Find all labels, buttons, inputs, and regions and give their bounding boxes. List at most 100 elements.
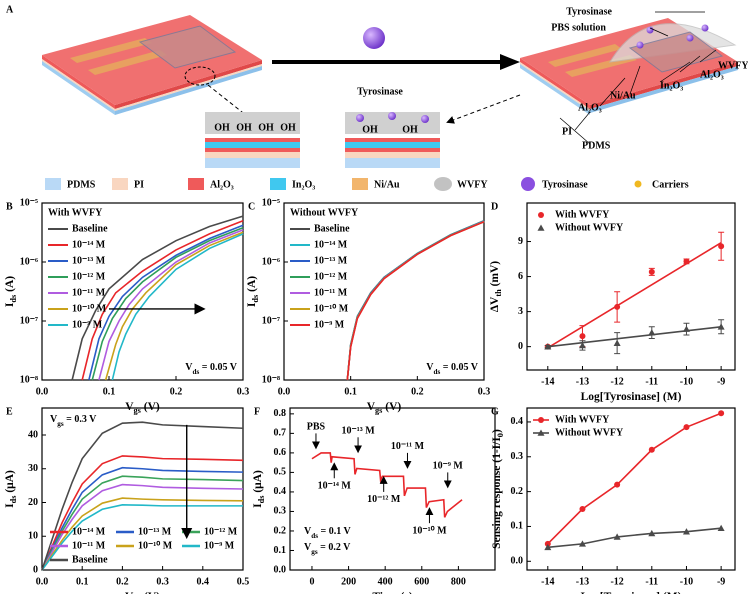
y-tick-label: 30 xyxy=(28,463,38,474)
event-label: 10⁻¹¹ M xyxy=(391,441,425,452)
x-tick-label: -14 xyxy=(541,376,554,387)
inset-layer xyxy=(205,158,300,168)
annotation: Vgs = 0.3 V xyxy=(50,414,97,427)
device-label: WVFY xyxy=(718,60,748,71)
legend-label: 10⁻⁹ M xyxy=(314,319,345,330)
y-axis-label-part: (A) xyxy=(4,276,16,295)
y-axis-label-part: ) xyxy=(491,429,503,433)
series-line xyxy=(98,229,244,381)
y-tick-label: 10⁻⁷ xyxy=(262,315,280,326)
data-point xyxy=(544,343,552,350)
x-tick-label: -11 xyxy=(645,376,658,387)
inset-enzyme xyxy=(421,115,429,123)
legend-swatch xyxy=(634,180,642,188)
y-axis-label-part: I xyxy=(252,503,264,508)
layer xyxy=(42,55,115,109)
series-line xyxy=(41,475,244,571)
annotation-part: V xyxy=(426,362,434,373)
panel-letter: D xyxy=(491,201,498,212)
plot-frame xyxy=(41,202,244,381)
series-line xyxy=(41,421,244,571)
y-tick-label: 0.7 xyxy=(274,428,287,439)
x-axis-label-part: (V) xyxy=(141,591,160,594)
y-tick-label: 0.4 xyxy=(511,416,524,427)
layer xyxy=(42,61,115,115)
data-point xyxy=(614,481,621,488)
annotation: Vds = 0.05 V xyxy=(426,362,479,375)
layer xyxy=(590,62,738,109)
series-line xyxy=(81,220,244,381)
data-point xyxy=(718,243,725,250)
panel-letter: A xyxy=(6,4,14,15)
legend-swatch xyxy=(45,178,61,190)
series-line xyxy=(346,221,485,381)
x-tick-label: 0.1 xyxy=(76,576,89,587)
fit-line xyxy=(547,325,722,348)
data-point xyxy=(579,333,586,340)
legend-label: Carriers xyxy=(652,179,689,190)
fit-line xyxy=(547,242,722,349)
legend-label: 10⁻¹⁴ M xyxy=(72,526,106,537)
y-axis-label-part: Sensing response (1-I/I xyxy=(491,437,503,549)
y-axis-label-part: ds xyxy=(9,294,18,303)
y-tick-label: 0.2 xyxy=(274,525,287,536)
event-label: 10⁻¹⁰ M xyxy=(412,525,447,536)
data-point xyxy=(648,329,656,336)
y-tick-label: 10⁻⁵ xyxy=(20,197,38,208)
x-axis-label: Time (s) xyxy=(372,591,413,594)
series-line xyxy=(88,224,244,381)
legend-label: 10⁻¹² M xyxy=(72,271,106,282)
event-label: 10⁻¹⁴ M xyxy=(318,481,352,492)
x-tick-label: 0.0 xyxy=(36,576,49,587)
layer xyxy=(520,58,590,109)
y-axis-label: ΔVth (mV) xyxy=(489,261,504,312)
y-axis-label: Sensing response (1-I/I0) xyxy=(491,429,506,549)
y-axis-label: Ids (μA) xyxy=(4,470,19,508)
annotation-part: = 0.05 V xyxy=(199,362,238,373)
y-axis-label-part: (μA) xyxy=(252,470,264,496)
y-axis-label: Ids (A) xyxy=(246,276,261,307)
x-tick-label: 0.5 xyxy=(237,576,250,587)
legend-swatch xyxy=(270,178,286,190)
legend-label: 10⁻¹³ M xyxy=(314,255,348,266)
device-label: Tyrosinase xyxy=(566,6,612,17)
panel-letter: C xyxy=(248,201,255,212)
y-tick-label: 40 xyxy=(28,429,38,440)
y-axis-label-part: ΔV xyxy=(489,296,501,312)
y-tick-label: 0.6 xyxy=(274,447,287,458)
inset-wvfy xyxy=(345,112,440,134)
data-point xyxy=(718,410,725,417)
x-axis-label: Log[Tyrosinase] (M) xyxy=(581,391,682,403)
x-axis-label-part: gs xyxy=(375,406,383,415)
legend-label: 10⁻¹¹ M xyxy=(314,287,348,298)
y-tick-label: 10⁻⁷ xyxy=(20,315,38,326)
y-axis-label-part: ds xyxy=(257,495,266,504)
inset-enzyme xyxy=(356,114,364,122)
legend-label: WVFY xyxy=(457,179,488,190)
enzyme xyxy=(701,24,709,32)
y-tick-label: 10⁻⁶ xyxy=(262,256,280,267)
series-line xyxy=(41,483,244,571)
event-label: PBS xyxy=(307,422,326,433)
legend-title: With WVFY xyxy=(48,207,103,218)
channel xyxy=(628,31,724,73)
annotation: Vgs = 0.2 V xyxy=(304,542,351,555)
inset-label: OH xyxy=(402,124,418,135)
data-point xyxy=(578,341,586,349)
inset-label: OH xyxy=(214,122,230,133)
y-tick-label: 0.0 xyxy=(511,556,524,567)
series-line xyxy=(41,455,244,571)
y-tick-label: 9 xyxy=(518,236,523,247)
event-label: 10⁻¹² M xyxy=(367,494,401,505)
y-axis-label-part: 0 xyxy=(496,433,505,437)
series-line xyxy=(104,231,244,381)
y-tick-label: 6 xyxy=(518,271,523,282)
zoom-arrow xyxy=(446,94,521,124)
legend-label: PDMS xyxy=(67,179,96,190)
inset-layer xyxy=(345,152,440,158)
plot-frame xyxy=(526,202,736,371)
y-tick-label: 0.4 xyxy=(274,486,287,497)
electrode xyxy=(70,38,152,63)
y-axis-label: Ids (A) xyxy=(4,276,19,307)
series-line xyxy=(91,227,244,381)
